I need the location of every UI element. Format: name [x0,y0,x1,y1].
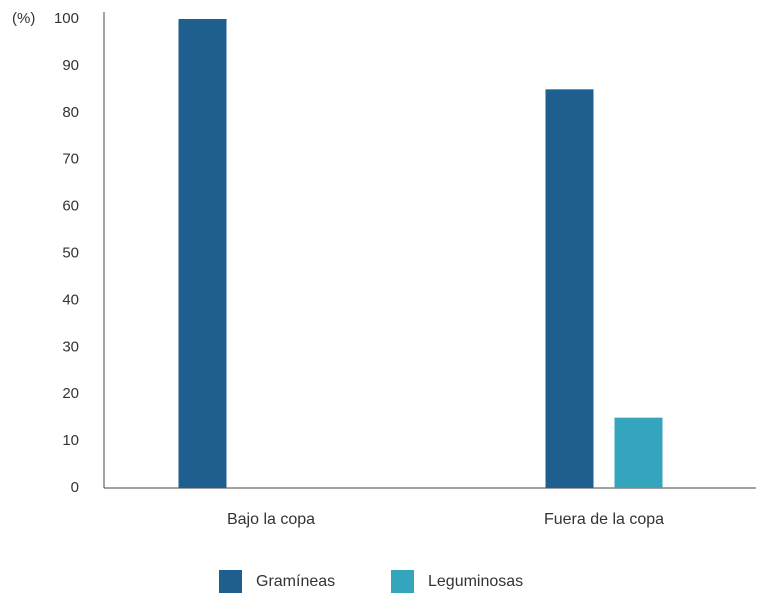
bar [614,417,663,488]
y-tick-label: 30 [62,338,79,355]
bar [178,19,227,488]
bar [545,89,594,488]
legend-label: Gramíneas [256,573,335,590]
y-tick-label: 10 [62,432,79,449]
legend-swatch [219,570,242,593]
legend-item: Leguminosas [391,570,523,593]
y-tick-label: 40 [62,291,79,308]
y-axis-unit-label: (%) [12,10,35,27]
x-category-labels: Bajo la copa Fuera de la copa [227,511,664,528]
legend: Gramíneas Leguminosas [219,570,523,593]
y-tick-label: 90 [62,57,79,74]
legend-swatch [391,570,414,593]
legend-item: Gramíneas [219,570,335,593]
y-tick-label: 70 [62,151,79,168]
y-axis: (%) 0 10 20 30 40 50 60 70 80 90 100 [12,10,105,496]
y-tick-label: 50 [62,244,79,261]
y-tick-label: 0 [71,479,79,496]
y-tick-label: 60 [62,198,79,215]
y-tick-label: 20 [62,385,79,402]
x-category-label: Bajo la copa [227,511,315,528]
bars [178,19,663,488]
legend-label: Leguminosas [428,573,523,590]
y-tick-label: 100 [54,10,79,27]
x-category-label: Fuera de la copa [544,511,664,528]
y-tick-label: 80 [62,104,79,121]
y-tick-labels: 0 10 20 30 40 50 60 70 80 90 100 [54,10,79,496]
